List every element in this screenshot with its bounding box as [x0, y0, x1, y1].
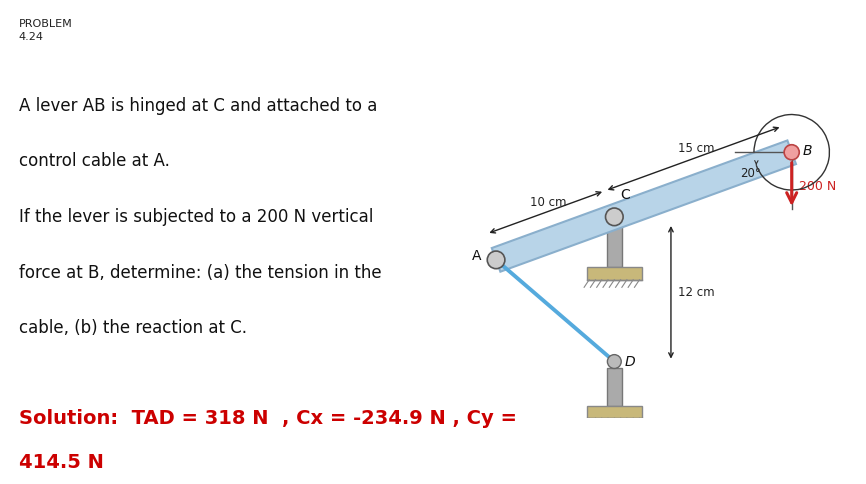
Text: 12 cm: 12 cm: [678, 286, 715, 299]
Text: Solution:  TAD = 318 N  , Cx = -234.9 N , Cy =: Solution: TAD = 318 N , Cx = -234.9 N , …: [19, 409, 517, 428]
Text: 200 N: 200 N: [799, 181, 837, 194]
Polygon shape: [586, 267, 642, 280]
Circle shape: [488, 251, 505, 269]
Circle shape: [607, 355, 621, 368]
Text: cable, (b) the reaction at C.: cable, (b) the reaction at C.: [19, 319, 247, 337]
Text: 10 cm: 10 cm: [530, 196, 566, 209]
Text: PROBLEM
4.24: PROBLEM 4.24: [19, 19, 73, 42]
Polygon shape: [586, 406, 642, 418]
Text: C: C: [621, 188, 630, 202]
Text: 20°: 20°: [740, 167, 760, 181]
Text: 15 cm: 15 cm: [678, 142, 714, 155]
Text: 414.5 N: 414.5 N: [19, 453, 104, 471]
Polygon shape: [607, 368, 622, 406]
Text: D: D: [624, 355, 635, 368]
Circle shape: [784, 145, 799, 160]
Polygon shape: [607, 223, 622, 267]
Circle shape: [605, 208, 624, 226]
Text: B: B: [803, 144, 812, 158]
Text: control cable at A.: control cable at A.: [19, 152, 170, 170]
Text: A: A: [471, 249, 481, 263]
Text: force at B, determine: (a) the tension in the: force at B, determine: (a) the tension i…: [19, 264, 381, 282]
Text: If the lever is subjected to a 200 N vertical: If the lever is subjected to a 200 N ver…: [19, 208, 373, 226]
Text: A lever AB is hinged at C and attached to a: A lever AB is hinged at C and attached t…: [19, 97, 377, 115]
Polygon shape: [492, 140, 796, 272]
